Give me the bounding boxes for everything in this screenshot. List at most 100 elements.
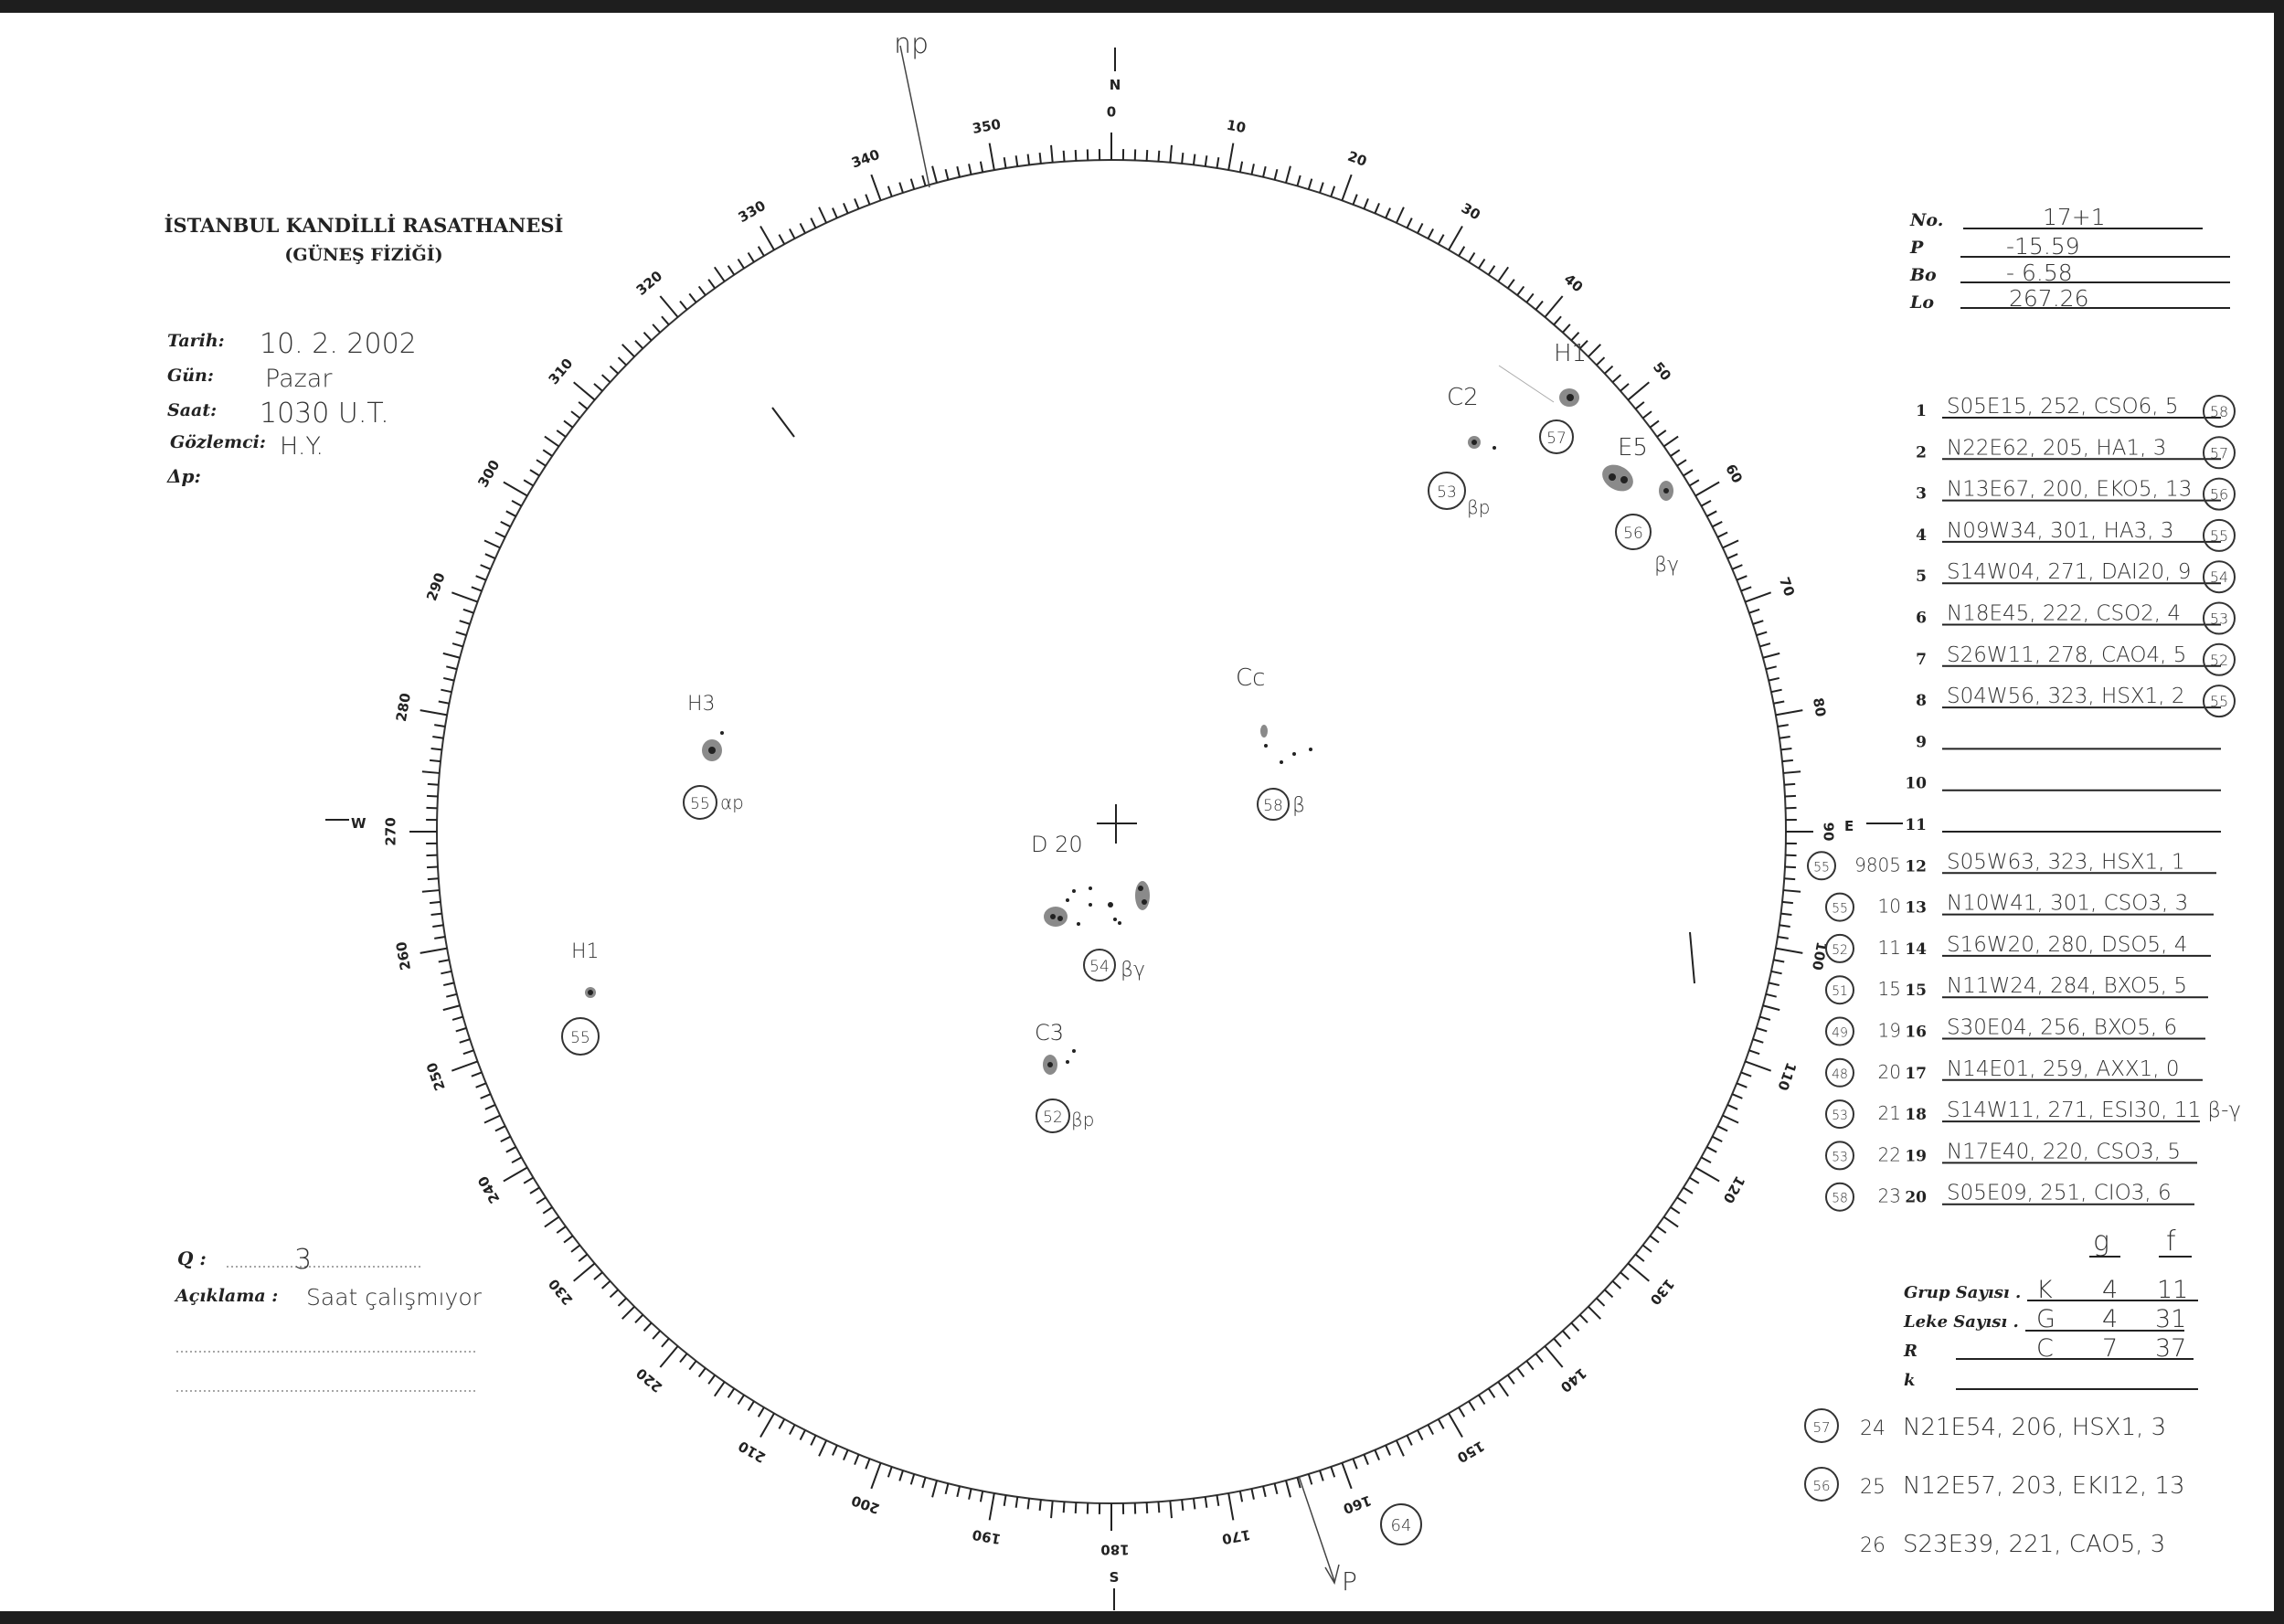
dial-label: 280 <box>393 692 414 723</box>
dial-tick <box>432 924 444 928</box>
group-row: 15 N11W24, 284, BXO5, 5 51 15 <box>1825 974 2208 1005</box>
group-number: 58 <box>1263 797 1283 815</box>
row-circle <box>2203 518 2236 552</box>
p-value: -15.59 <box>2006 233 2080 260</box>
group-number: 55 <box>570 1029 590 1047</box>
dial-tick <box>1656 1226 1667 1234</box>
dial-tick <box>578 401 589 410</box>
dial-tick <box>968 164 972 175</box>
row-number: 4 <box>1916 526 1927 545</box>
no-label: No. <box>1909 210 1943 230</box>
r-f: 37 <box>2155 1334 2186 1363</box>
group-count-f: 11 <box>2157 1276 2188 1304</box>
dial-tick <box>438 700 450 705</box>
dial-tick <box>1497 266 1510 282</box>
dial-tick <box>1192 1498 1196 1510</box>
dial-tick <box>1781 900 1793 905</box>
dial-tick <box>529 1186 540 1194</box>
group-count-label: Grup Sayısı . <box>1904 1283 2021 1302</box>
row-circle <box>2203 436 2236 470</box>
dial-label: 200 <box>849 1491 882 1517</box>
dial-tick <box>536 1196 547 1205</box>
col-g-header: g <box>2093 1226 2109 1258</box>
row-prev-circle <box>1825 1141 1854 1171</box>
dial-tick <box>462 608 474 614</box>
dial-tick <box>544 435 560 448</box>
row-circle-number: 55 <box>2210 693 2228 710</box>
dial-tick <box>1634 1253 1645 1262</box>
heliographic-dial: 1020304050607080100110120130140150160170… <box>325 28 1903 1610</box>
north-label: N <box>1110 77 1121 93</box>
dial-tick <box>1784 794 1797 798</box>
dial-tick <box>1074 1502 1078 1514</box>
dial-tick <box>854 198 860 209</box>
dial-tick <box>1074 149 1078 162</box>
dial-tick <box>475 575 487 581</box>
dial-tick <box>1374 1449 1380 1461</box>
day-label: Gün: <box>167 366 214 386</box>
dial-tick <box>1722 539 1739 549</box>
group-class: βp <box>1467 496 1490 518</box>
dial-tick <box>442 652 461 659</box>
row-circle <box>2203 560 2236 594</box>
r-g: 7 <box>2102 1334 2118 1363</box>
group-class: β <box>1292 794 1305 817</box>
dial-tick <box>1250 1488 1255 1500</box>
row-number: 6 <box>1916 610 1927 628</box>
row-prev-circle <box>1825 1182 1854 1212</box>
group-number: 52 <box>1043 1109 1063 1127</box>
dial-tick <box>887 186 893 197</box>
dial-tick <box>556 430 567 438</box>
row-prev-circle <box>1825 975 1854 1005</box>
group-label: C3 <box>1035 1020 1064 1046</box>
dial-label: 170 <box>1221 1526 1252 1547</box>
dial-tick <box>1192 154 1196 165</box>
dial-tick <box>1731 1093 1743 1099</box>
extra-group-row: 56 25 N12E57, 203, EKI12, 13 <box>1804 1467 2185 1502</box>
dial-tick <box>1468 251 1476 263</box>
dial-tick <box>697 285 706 296</box>
dial-tick <box>659 295 679 318</box>
dial-tick <box>1562 1330 1571 1340</box>
dial-tick <box>760 225 775 250</box>
dial-tick <box>1570 1321 1580 1332</box>
pole-axis-bottom <box>1298 1475 1335 1582</box>
group-label: C2 <box>1447 384 1479 411</box>
dial-tick <box>1694 481 1720 497</box>
group-row: 8 S04W56, 323, HSX1, 2 55 <box>1916 685 2236 718</box>
spot-count-g: 4 <box>2102 1305 2118 1333</box>
dial-tick <box>523 479 534 487</box>
dial-tick <box>1784 865 1797 869</box>
dial-tick <box>500 1135 511 1143</box>
bo-label: Bo <box>1909 265 1937 285</box>
dial-tick <box>573 1262 596 1282</box>
dial-label: 90 <box>1821 823 1837 842</box>
dial-tick <box>956 165 961 178</box>
dial-tick <box>1780 747 1792 751</box>
row-prev-circle <box>1825 1099 1854 1130</box>
row-text: N09W34, 301, HA3, 3 <box>1947 519 2174 543</box>
row-number: 13 <box>1905 899 1927 918</box>
row-number: 16 <box>1905 1024 1927 1042</box>
dial-label: 270 <box>383 817 399 845</box>
row-number: 10 <box>1905 775 1927 793</box>
dial-tick <box>1145 149 1149 162</box>
dial-label: 150 <box>1454 1438 1487 1466</box>
dial-label: 0 <box>1107 104 1116 121</box>
dial-tick <box>430 747 442 751</box>
dial-tick <box>441 970 452 975</box>
time-label: Saat: <box>167 400 217 420</box>
row-number: 5 <box>1916 568 1927 586</box>
dial-tick <box>430 912 442 917</box>
dial-tick <box>427 782 439 786</box>
pole-axis-top <box>899 45 930 188</box>
dial-tick <box>1227 1492 1235 1521</box>
dial-tick <box>1762 652 1780 659</box>
dial-tick <box>843 202 849 214</box>
row-number: 15 <box>1905 982 1927 1000</box>
row-circle <box>2203 395 2236 428</box>
dial-label: 240 <box>474 1173 503 1206</box>
extra-group-row: 26 S23E39, 221, CAO5, 3 <box>1860 1531 2165 1558</box>
group-number-circle <box>1428 472 1466 510</box>
lo-value: 267.26 <box>2009 285 2088 312</box>
